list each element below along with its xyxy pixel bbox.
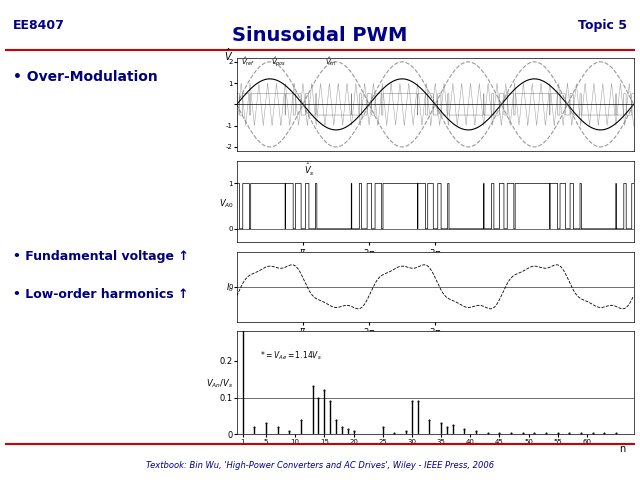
Text: $\hat{V}_s$: $\hat{V}_s$ — [304, 162, 315, 178]
Text: Topic 5: Topic 5 — [578, 19, 627, 32]
Text: $V_{An}/V_s$: $V_{An}/V_s$ — [207, 378, 234, 390]
Text: $\hat{V}_{ref}$: $\hat{V}_{ref}$ — [241, 56, 255, 68]
Text: • Fundamental voltage ↑: • Fundamental voltage ↑ — [13, 250, 189, 263]
Text: $V_{A0}$: $V_{A0}$ — [218, 198, 234, 210]
Text: $\hat{V}$: $\hat{V}$ — [225, 47, 234, 63]
Text: Sinusoidal PWM: Sinusoidal PWM — [232, 26, 408, 46]
Text: $I_o$: $I_o$ — [226, 282, 234, 294]
Text: $* = V_{Ae} = 1.14V_s$: $* = V_{Ae} = 1.14V_s$ — [260, 349, 322, 362]
Text: $\hat{V}_{tri}$: $\hat{V}_{tri}$ — [326, 56, 337, 68]
Text: • Over-Modulation: • Over-Modulation — [13, 70, 157, 84]
Text: $\hat{V}_{pos}$: $\hat{V}_{pos}$ — [271, 55, 287, 69]
Text: EE8407: EE8407 — [13, 19, 65, 32]
Text: • Low-order harmonics ↑: • Low-order harmonics ↑ — [13, 288, 188, 301]
Text: Textbook: Bin Wu, 'High-Power Converters and AC Drives', Wiley - IEEE Press, 200: Textbook: Bin Wu, 'High-Power Converters… — [146, 461, 494, 470]
Text: n: n — [619, 444, 625, 454]
